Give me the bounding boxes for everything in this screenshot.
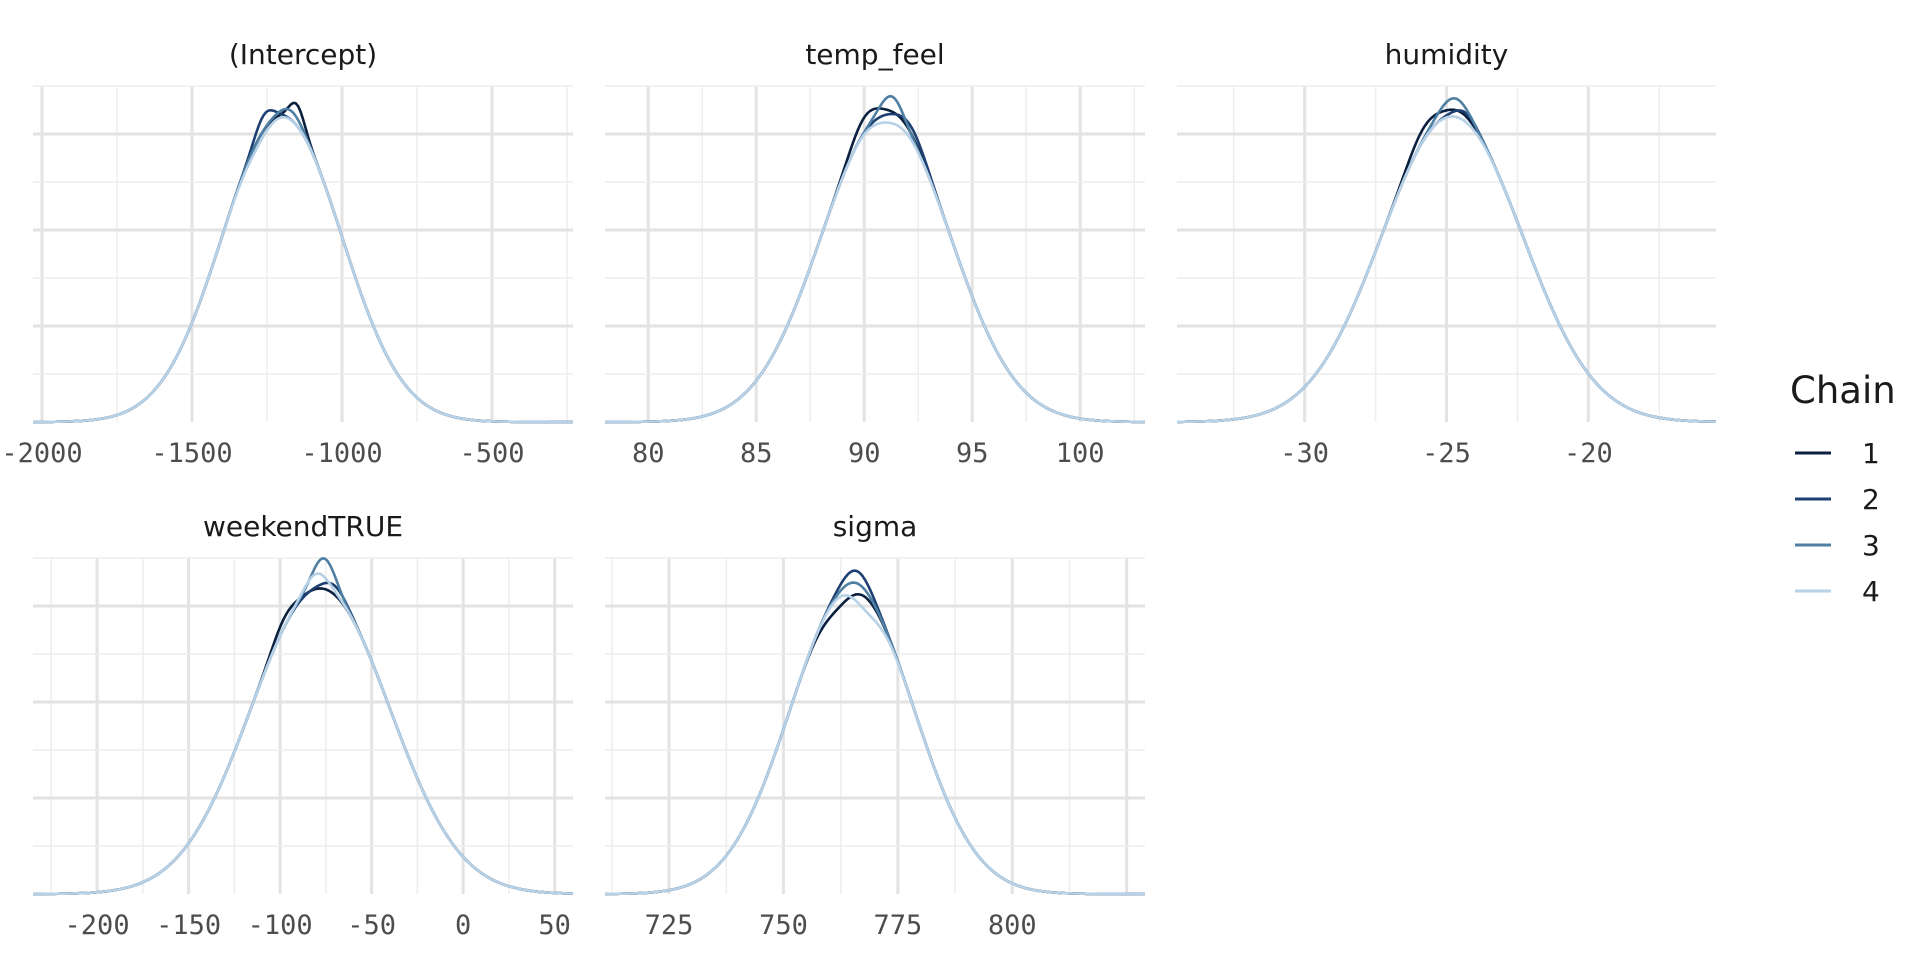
x-tick-label: -150 <box>156 910 221 941</box>
legend-title: Chain <box>1790 369 1896 412</box>
density-curve-chain-1 <box>605 107 1146 424</box>
x-tick-label: -500 <box>459 438 524 469</box>
legend-label-chain-2: 2 <box>1862 483 1880 516</box>
x-tick-label: -30 <box>1280 438 1329 469</box>
density-curve-chain-3 <box>32 556 574 896</box>
density-curve-chain-4 <box>1176 115 1717 424</box>
density-curves <box>604 569 1145 896</box>
density-curves <box>32 556 574 896</box>
density-curve-chain-1 <box>604 592 1145 896</box>
x-tick-label: 775 <box>873 910 922 941</box>
x-tick-label: 0 <box>455 910 471 941</box>
grid <box>1177 85 1716 422</box>
x-axis-ticks: -2000 -1500 -1000 -500 <box>1 438 524 469</box>
x-tick-label: -1500 <box>151 438 232 469</box>
density-curves <box>32 101 573 424</box>
facet-title: weekendTRUE <box>203 510 403 543</box>
panel-humidity: humidity -30 -25 -20 <box>1176 38 1717 469</box>
density-curve-chain-2 <box>32 581 574 896</box>
density-curve-chain-4 <box>605 121 1146 424</box>
x-tick-label: 100 <box>1056 438 1105 469</box>
facet-title: (Intercept) <box>229 38 377 71</box>
grid <box>33 85 573 422</box>
legend-label-chain-4: 4 <box>1862 575 1880 608</box>
density-curve-chain-2 <box>605 112 1146 424</box>
grid <box>605 85 1145 422</box>
density-curve-chain-3 <box>605 94 1146 424</box>
density-curves <box>1176 96 1717 424</box>
x-tick-label: 90 <box>848 438 881 469</box>
density-curve-chain-4 <box>32 572 574 896</box>
x-tick-label: 80 <box>632 438 665 469</box>
x-tick-label: 750 <box>759 910 808 941</box>
x-axis-ticks: 725 750 775 800 <box>645 910 1037 941</box>
facet-title: sigma <box>833 510 918 543</box>
panel-weekendtrue: weekendTRUE -200 -150 -100 -50 0 50 <box>32 510 574 941</box>
density-curve-chain-1 <box>32 587 574 896</box>
x-axis-ticks: -200 -150 -100 -50 0 50 <box>65 910 571 941</box>
x-tick-label: -100 <box>248 910 313 941</box>
x-tick-label: -2000 <box>1 438 82 469</box>
density-curve-chain-3 <box>604 581 1145 896</box>
x-tick-label: -1000 <box>301 438 382 469</box>
x-tick-label: -20 <box>1564 438 1613 469</box>
legend-label-chain-1: 1 <box>1862 437 1880 470</box>
panels: (Intercept)-2000 -1500 -1000 -500temp_feel8… <box>1 38 1717 941</box>
x-tick-label: -25 <box>1422 438 1471 469</box>
density-curve-chain-4 <box>604 593 1145 896</box>
facet-title: temp_feel <box>805 38 944 71</box>
x-tick-label: -200 <box>65 910 130 941</box>
x-tick-label: 800 <box>988 910 1037 941</box>
x-axis-ticks: 80 85 90 95 100 <box>632 438 1105 469</box>
grid <box>605 557 1145 894</box>
density-curves <box>605 94 1146 424</box>
facet-title: humidity <box>1385 38 1509 71</box>
x-tick-label: 50 <box>538 910 571 941</box>
density-curve-chain-4 <box>32 115 573 424</box>
x-axis-ticks: -30 -25 -20 <box>1280 438 1612 469</box>
x-tick-label: -50 <box>347 910 396 941</box>
legend-label-chain-3: 3 <box>1862 529 1880 562</box>
legend: Chain 1 2 3 4 <box>1790 369 1896 608</box>
x-tick-label: 725 <box>645 910 694 941</box>
panel-intercept: (Intercept) -2000 -1500 -1000 -500 <box>1 38 573 469</box>
panel-sigma: sigma 725 750 775 800 <box>604 510 1145 941</box>
grid <box>33 557 573 894</box>
x-tick-label: 95 <box>956 438 989 469</box>
panel-temp-feel: temp_feel 80 85 90 95 100 <box>605 38 1146 469</box>
x-tick-label: 85 <box>740 438 773 469</box>
